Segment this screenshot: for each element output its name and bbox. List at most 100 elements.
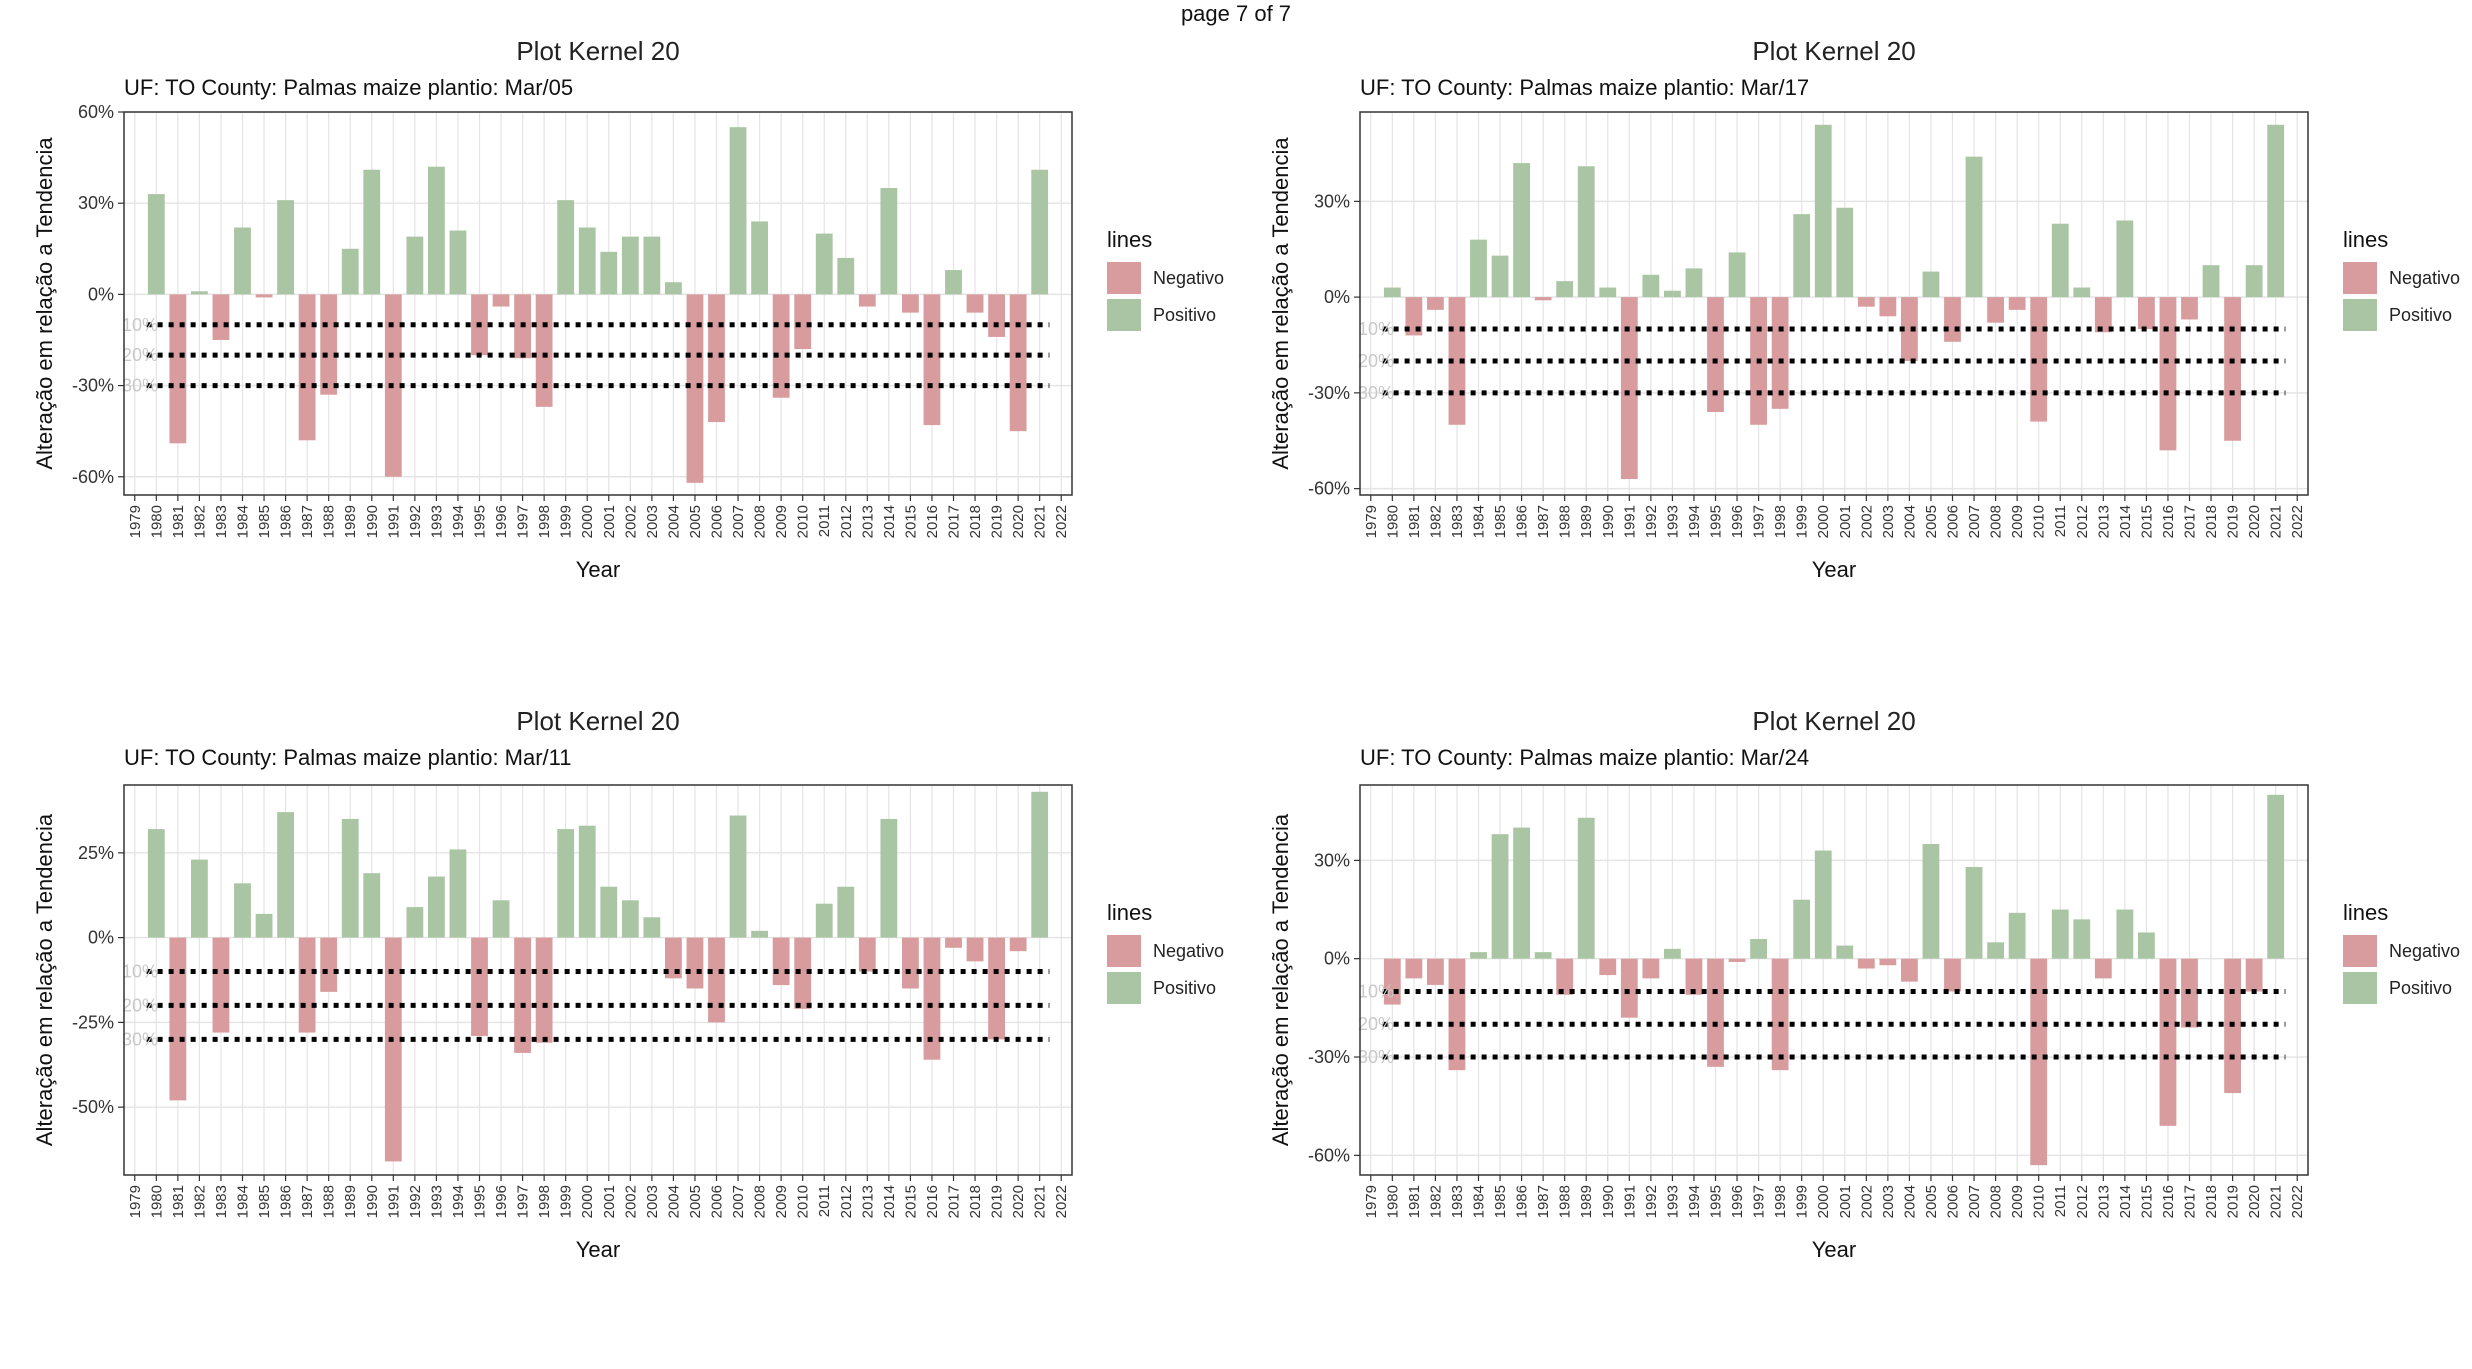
x-tick-label: 2012	[838, 505, 855, 538]
x-tick-label: 1986	[278, 505, 295, 538]
x-tick-label: 2009	[773, 1185, 790, 1218]
x-tick-label: 2016	[2160, 1185, 2177, 1218]
x-tick-label: 2002	[1858, 505, 1875, 538]
bar-1982	[1427, 297, 1444, 310]
x-tick-label: 1990	[364, 1185, 381, 1218]
x-tick-label: 1988	[321, 505, 338, 538]
x-tick-label: 1998	[1772, 1185, 1789, 1218]
chart-title: Plot Kernel 20	[516, 706, 679, 736]
y-tick-label: 0%	[1324, 949, 1350, 969]
bar-2006	[1944, 297, 1961, 342]
x-tick-label: 1997	[515, 1185, 532, 1218]
x-tick-label: 1991	[1621, 1185, 1638, 1218]
bar-2002	[1857, 958, 1875, 969]
x-tick-label: 2004	[1901, 505, 1918, 538]
x-axis-label: Year	[576, 1237, 620, 1262]
x-tick-label: 1984	[1471, 505, 1488, 538]
bar-1980	[147, 194, 165, 295]
x-tick-label: 1998	[536, 1185, 553, 1218]
bar-1992	[1642, 958, 1660, 979]
x-tick-label: 2012	[2074, 505, 2091, 538]
x-tick-label: 2008	[752, 1185, 769, 1218]
x-tick-label: 1997	[1751, 1185, 1768, 1218]
x-tick-label: 1984	[235, 505, 252, 538]
x-tick-label: 2003	[644, 505, 661, 538]
bar-2016	[2159, 297, 2177, 451]
bar-1994	[1685, 268, 1703, 298]
chart-subtitle: UF: TO County: Palmas maize plantio: Mar…	[1360, 75, 1809, 100]
x-tick-label: 1989	[1578, 505, 1595, 538]
x-tick-label: 1995	[472, 1185, 489, 1218]
x-tick-label: 2006	[1945, 1185, 1962, 1218]
x-tick-label: 2006	[1945, 505, 1962, 538]
y-tick-label: 30%	[1314, 191, 1350, 211]
bar-2021	[2267, 124, 2285, 298]
x-tick-label: 1994	[450, 505, 467, 538]
bar-1988	[320, 294, 338, 395]
y-axis-label: Alteração em relação a Tendencia	[32, 137, 57, 470]
x-tick-label: 2021	[1032, 505, 1049, 538]
y-tick-label: 30%	[1314, 850, 1350, 870]
bar-2017	[945, 270, 962, 295]
bar-1986	[277, 812, 294, 938]
bar-1992	[406, 907, 424, 938]
x-tick-label: 2014	[881, 1185, 898, 1218]
bar-2009	[2008, 912, 2026, 959]
threshold-label: 30%	[1358, 1047, 1394, 1067]
x-tick-label: 1983	[213, 1185, 230, 1218]
x-tick-label: 1988	[1557, 505, 1574, 538]
bar-2011	[815, 233, 833, 295]
bar-2007	[729, 815, 747, 938]
bar-2003	[643, 236, 661, 295]
x-tick-label: 1994	[1686, 505, 1703, 538]
bar-1984	[234, 883, 251, 938]
bar-1998	[1771, 297, 1789, 409]
threshold-label: 20%	[1358, 351, 1394, 371]
x-tick-label: 2004	[1901, 1185, 1918, 1218]
x-tick-label: 2009	[2009, 505, 2026, 538]
x-tick-label: 2016	[924, 1185, 941, 1218]
x-tick-label: 2011	[2052, 505, 2069, 537]
x-tick-label: 1992	[407, 505, 424, 538]
y-tick-label: -25%	[72, 1012, 114, 1032]
bar-2019	[988, 294, 1005, 337]
x-tick-label: 2008	[1988, 505, 2005, 538]
x-tick-label: 2005	[687, 1185, 704, 1218]
x-tick-label: 2004	[665, 505, 682, 538]
x-tick-label: 1985	[1492, 505, 1509, 538]
bar-2014	[2116, 909, 2134, 959]
x-tick-label: 2002	[1858, 1185, 1875, 1218]
legend-swatch-negativo	[1107, 935, 1141, 967]
chart-subtitle: UF: TO County: Palmas maize plantio: Mar…	[124, 745, 572, 770]
bar-2014	[880, 818, 898, 938]
x-tick-label: 2010	[795, 1185, 812, 1218]
chart-title: Plot Kernel 20	[1752, 36, 1915, 66]
legend-title: lines	[2343, 227, 2388, 252]
y-tick-label: 0%	[1324, 287, 1350, 307]
bar-2011	[2051, 223, 2069, 298]
legend-label-negativo: Negativo	[2389, 941, 2460, 961]
bar-2017	[2181, 297, 2198, 320]
x-tick-label: 2021	[2268, 1185, 2285, 1218]
bar-1999	[1793, 214, 1811, 298]
legend-title: lines	[1107, 900, 1152, 925]
bar-2006	[708, 937, 725, 1023]
x-tick-label: 2020	[2246, 505, 2263, 538]
bar-2004	[1901, 297, 1918, 361]
legend-label-positivo: Positivo	[2389, 978, 2452, 998]
legend-label-negativo: Negativo	[1153, 268, 1224, 288]
x-tick-label: 1999	[1794, 505, 1811, 538]
bar-1983	[212, 294, 230, 340]
x-tick-label: 2005	[1923, 1185, 1940, 1218]
x-tick-label: 1988	[1557, 1185, 1574, 1218]
bar-2011	[2051, 909, 2069, 959]
x-tick-label: 2022	[2289, 1185, 2306, 1218]
x-tick-label: 1992	[1643, 1185, 1660, 1218]
x-tick-label: 1984	[1471, 1185, 1488, 1218]
x-tick-label: 2022	[1053, 505, 1070, 538]
threshold-label: 20%	[1358, 1014, 1394, 1034]
x-tick-label: 1997	[1751, 505, 1768, 538]
x-tick-label: 2001	[601, 505, 618, 538]
chart-subtitle: UF: TO County: Palmas maize plantio: Mar…	[124, 75, 573, 100]
legend-label-negativo: Negativo	[2389, 268, 2460, 288]
